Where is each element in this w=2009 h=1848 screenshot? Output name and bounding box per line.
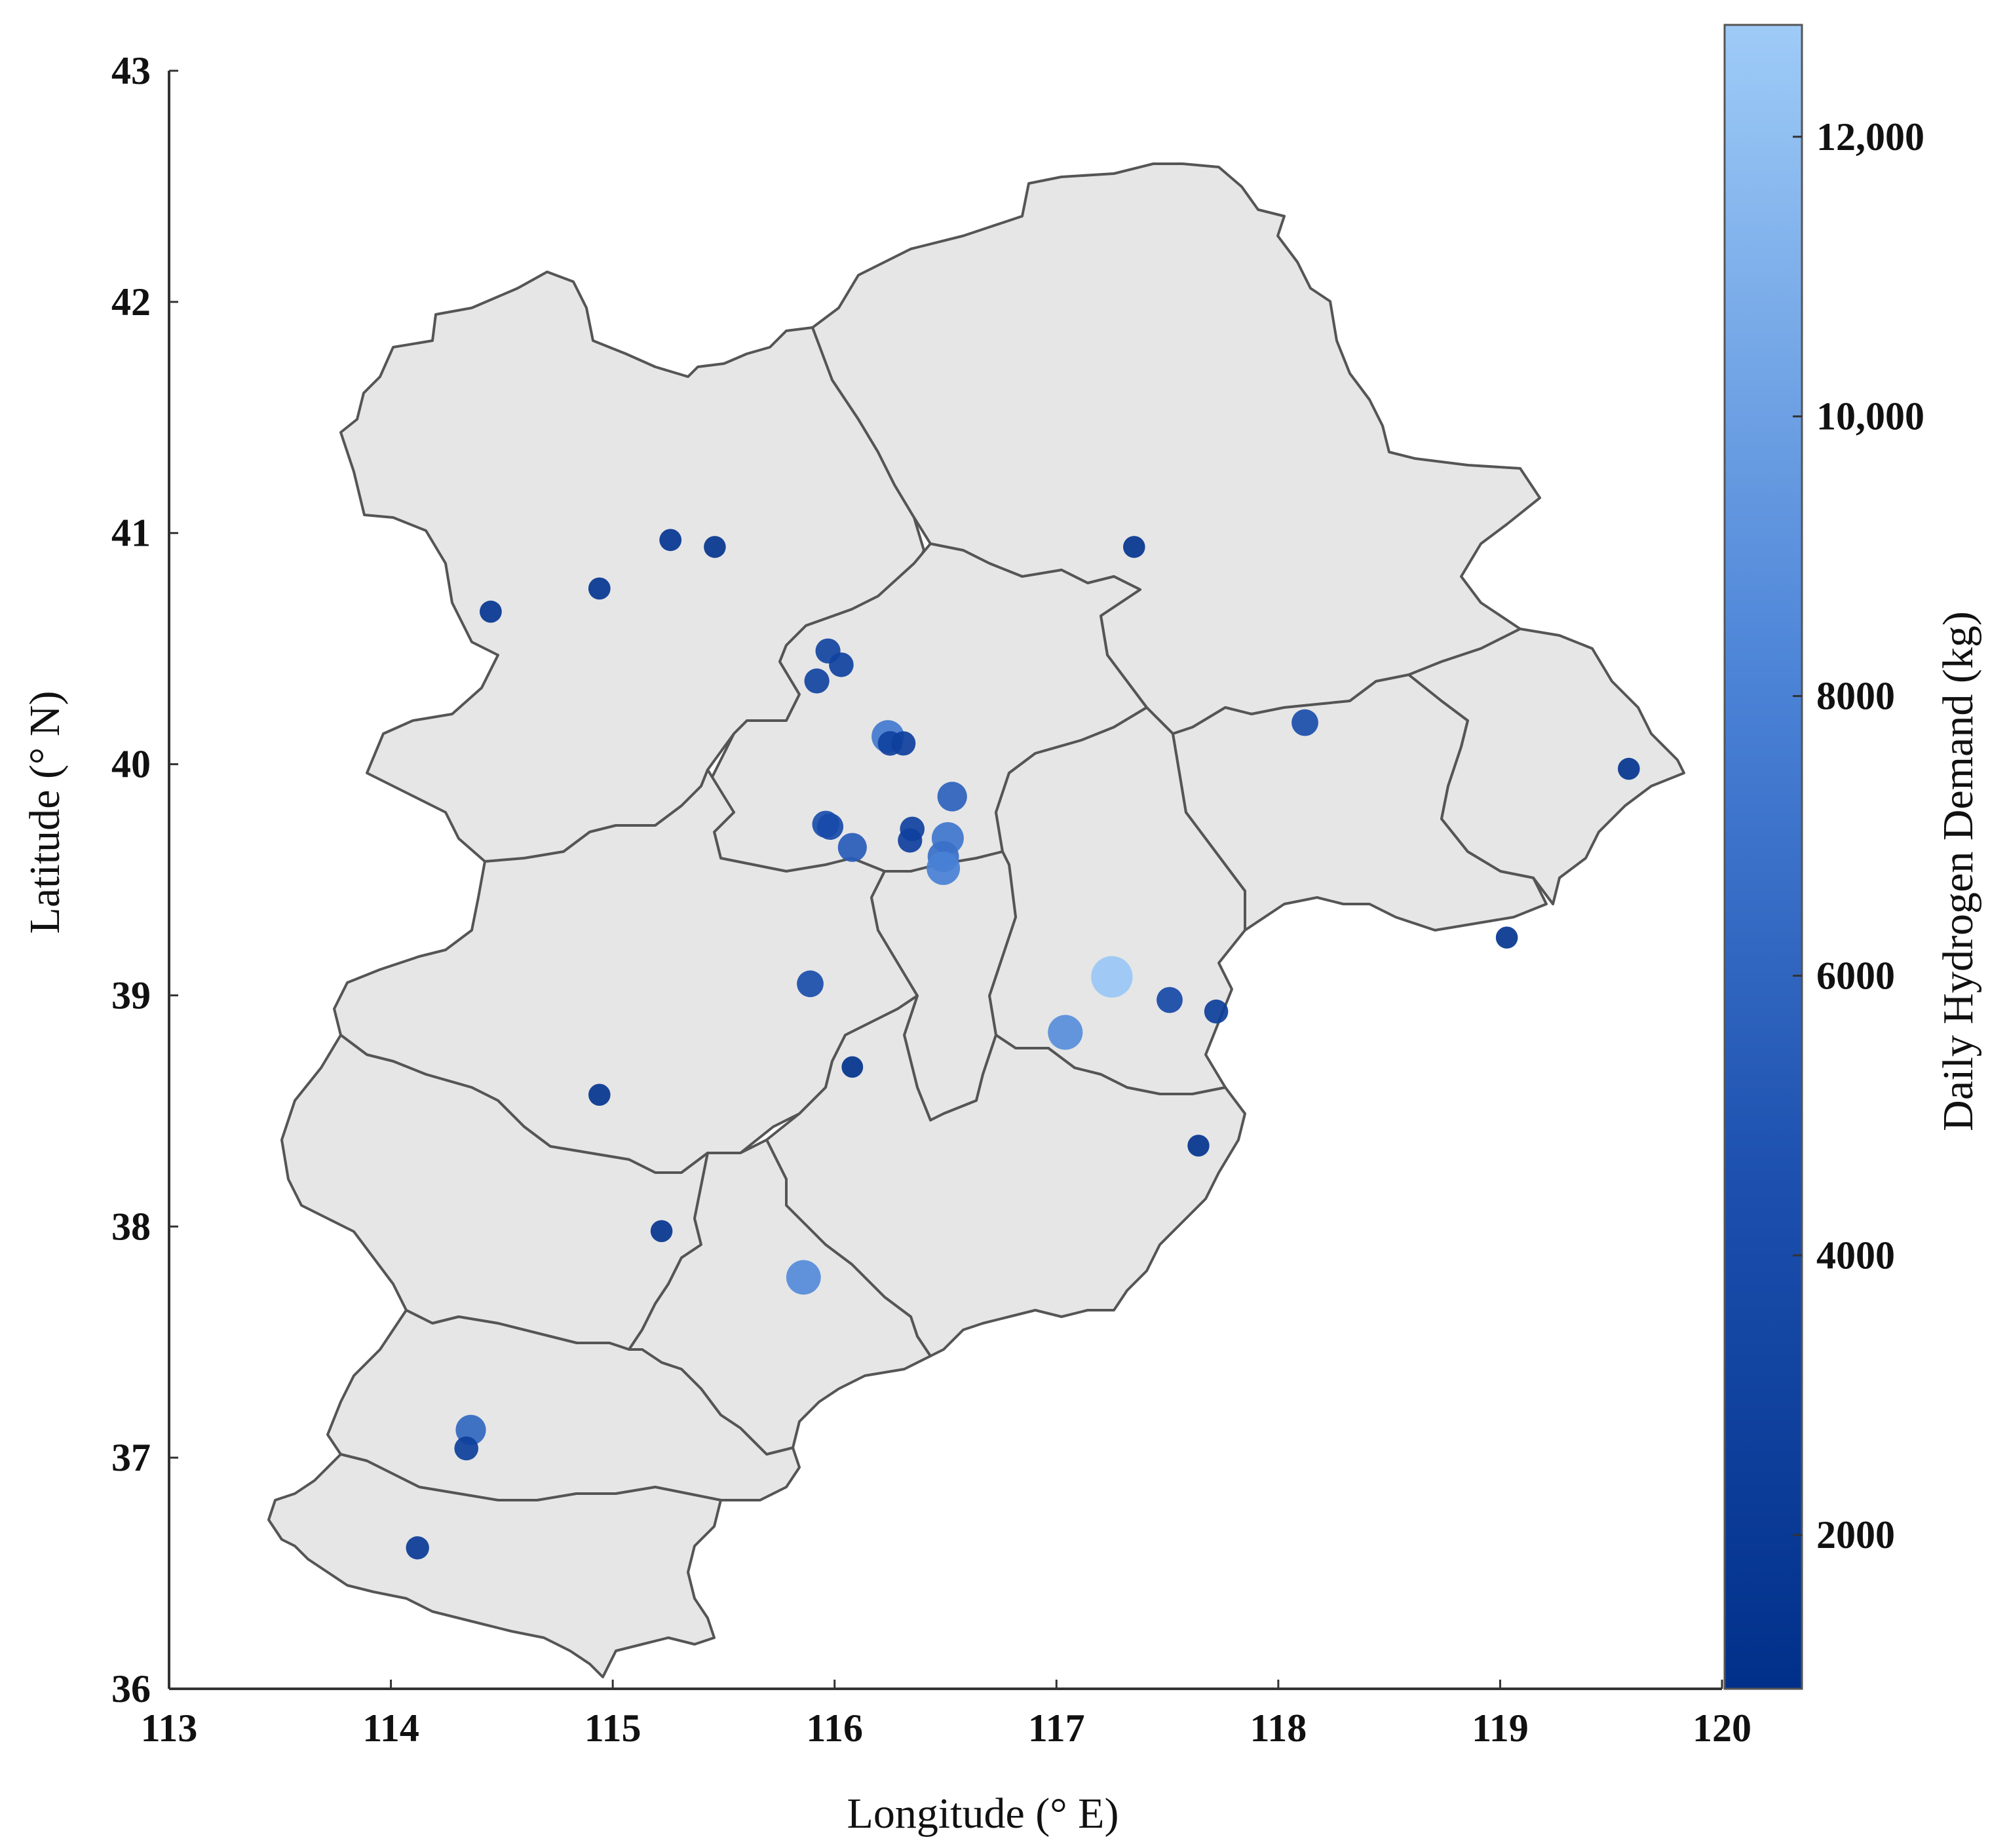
x-tick-label: 119	[1472, 1707, 1529, 1750]
y-tick-label: 37	[111, 1436, 151, 1479]
region-handan	[267, 1453, 722, 1678]
y-ticks: 36 37 38 39 40 41 42 43	[111, 49, 178, 1710]
hydrogen-station-marker	[588, 1084, 611, 1106]
hydrogen-station-marker	[891, 731, 916, 756]
x-tick-label: 117	[1028, 1707, 1085, 1750]
x-tick-label: 115	[584, 1707, 641, 1750]
hydrogen-station-marker	[588, 577, 611, 600]
y-tick-label: 42	[111, 280, 151, 324]
y-tick-label: 40	[111, 743, 151, 786]
colorbar-tick-label: 12,000	[1816, 115, 1924, 159]
y-tick-label: 39	[111, 973, 151, 1017]
region-qinhuangdao	[1407, 628, 1685, 905]
hydrogen-station-marker	[1123, 536, 1145, 558]
region-hengshui	[628, 1139, 932, 1456]
x-tick-label: 118	[1250, 1707, 1307, 1750]
hydrogen-station-marker	[797, 970, 824, 998]
hydrogen-station-marker	[1157, 987, 1183, 1013]
hydrogen-station-marker	[816, 813, 844, 840]
colorbar-tick-label: 8000	[1816, 675, 1895, 718]
hydrogen-station-marker	[1618, 757, 1640, 780]
hydrogen-station-marker	[454, 1436, 478, 1461]
colorbar-ticks: 2000 4000 6000 8000 10,000 12,000	[1793, 115, 1924, 1556]
hydrogen-station-marker	[1091, 956, 1133, 998]
hydrogen-station-marker	[650, 1220, 673, 1243]
hydrogen-station-marker	[1495, 926, 1518, 949]
y-tick-label: 38	[111, 1205, 151, 1248]
hydrogen-station-marker	[1204, 999, 1229, 1024]
x-tick-label: 113	[141, 1707, 198, 1750]
x-axis-title: Longitude (° E)	[847, 1790, 1119, 1838]
hydrogen-station-marker	[927, 851, 961, 885]
colorbar-tick-label: 6000	[1816, 954, 1895, 997]
colorbar-tick-label: 2000	[1816, 1513, 1895, 1556]
hydrogen-station-marker	[937, 782, 967, 812]
y-tick-label: 41	[111, 512, 151, 555]
hydrogen-station-marker	[837, 833, 867, 862]
hydrogen-station-marker	[829, 652, 854, 677]
hydrogen-station-marker	[406, 1536, 429, 1560]
hydrogen-station-marker	[480, 600, 502, 623]
hydrogen-station-marker	[1187, 1135, 1210, 1157]
x-tick-label: 120	[1693, 1707, 1751, 1750]
x-ticks: 113 114 115 116 117 118 119 120	[141, 1680, 1751, 1750]
map-regions	[267, 162, 1685, 1678]
x-tick-label: 116	[806, 1707, 863, 1750]
hydrogen-station-marker	[804, 668, 830, 694]
colorbar-title: Daily Hydrogen Demand (kg)	[1934, 611, 1982, 1131]
hydrogen-station-marker	[1292, 709, 1318, 736]
y-tick-label: 43	[111, 49, 151, 92]
colorbar: 2000 4000 6000 8000 10,000 12,000 Daily Hydro…	[1723, 24, 1982, 1690]
hydrogen-station-marker	[704, 536, 726, 558]
colorbar-tick-label: 10,000	[1816, 395, 1924, 438]
hydrogen-station-marker	[786, 1260, 821, 1295]
colorbar-gradient	[1723, 24, 1803, 1690]
colorbar-tick-label: 4000	[1816, 1234, 1895, 1277]
y-axis-title: Latitude (° N)	[21, 691, 69, 934]
plot-area: 113 114 115 116 117 118 119 120 36 37 38 39 40 41 42 4…	[21, 49, 1751, 1838]
hydrogen-station-marker	[1048, 1015, 1083, 1050]
hydrogen-station-marker	[659, 529, 682, 552]
y-tick-label: 36	[111, 1667, 151, 1710]
hydrogen-station-marker	[898, 828, 923, 853]
x-tick-label: 114	[362, 1707, 419, 1750]
hydrogen-station-marker	[841, 1056, 864, 1078]
stations-layer	[406, 529, 1640, 1560]
